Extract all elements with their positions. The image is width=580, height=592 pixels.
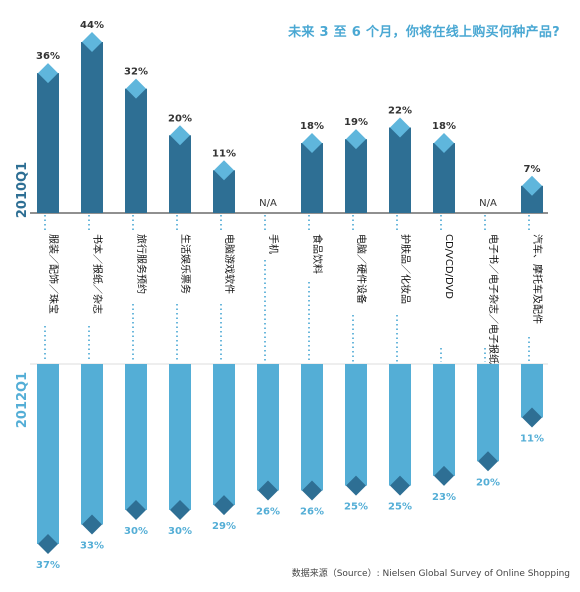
bar-2010q1 — [521, 185, 543, 213]
diamond-marker-2010q1 — [522, 175, 542, 196]
data-label-2010q1: 18% — [432, 121, 456, 132]
diamond-marker-2010q1 — [434, 133, 454, 154]
diamond-marker-2010q1 — [38, 63, 58, 84]
category-label: 电脑／硬件设备 — [355, 234, 368, 304]
data-label-2010q1: 11% — [212, 148, 236, 159]
bar-2012q1 — [477, 364, 499, 462]
series-label-2012q1: 2012Q1 — [15, 372, 30, 428]
bar-2012q1 — [213, 364, 235, 506]
diamond-marker-2012q1 — [390, 475, 410, 496]
source-note: 数据来源（Source）: Nielsen Global Survey of O… — [291, 569, 570, 579]
category-label: 生活娱乐票务 — [179, 234, 192, 294]
bar-2010q1 — [213, 170, 235, 213]
bar-2010q1 — [433, 143, 455, 213]
bar-2012q1 — [345, 364, 367, 486]
data-label-2010q1: 36% — [36, 51, 60, 62]
data-label-2012q1: 33% — [80, 541, 104, 552]
bar-2012q1 — [37, 364, 59, 544]
bar-2010q1 — [125, 88, 147, 213]
bar-2010q1 — [169, 135, 191, 213]
diamond-marker-2010q1 — [170, 125, 190, 146]
bar-2012q1 — [433, 364, 455, 476]
diamond-marker-2010q1 — [82, 32, 102, 52]
diamond-marker-2012q1 — [478, 451, 498, 472]
diamond-marker-2012q1 — [434, 465, 454, 486]
diamond-marker-2012q1 — [302, 480, 322, 501]
category-label: 书本／报纸／杂志 — [91, 234, 104, 314]
bar-2012q1 — [389, 364, 411, 486]
category-label: 旅行服务预约 — [135, 234, 148, 294]
bar-2012q1 — [521, 364, 543, 418]
category-label: 食品饮料 — [311, 234, 324, 274]
category-label: 手机 — [267, 234, 280, 254]
data-label-2010q1: 19% — [344, 117, 368, 128]
category-label: 汽车、摩托车及配件 — [531, 234, 544, 324]
data-label-2012q1: 37% — [36, 560, 60, 571]
bar-2012q1 — [81, 364, 103, 525]
diamond-marker-2012q1 — [170, 499, 190, 520]
bar-2012q1 — [169, 364, 191, 510]
data-label-2012q1: 26% — [300, 506, 324, 517]
data-label-2010q1: 32% — [124, 67, 148, 78]
bar-2010q1 — [345, 139, 367, 213]
data-label-2012q1: 23% — [432, 492, 456, 503]
data-label-2012q1: 29% — [212, 521, 236, 532]
diamond-marker-2010q1 — [214, 160, 234, 181]
data-label-2012q1: 25% — [388, 502, 412, 513]
bar-2010q1 — [301, 143, 323, 213]
data-label-2012q1: 11% — [520, 434, 544, 445]
diamond-marker-2012q1 — [346, 475, 366, 496]
data-label-2010q1: 18% — [300, 121, 324, 132]
diamond-marker-2010q1 — [346, 129, 366, 150]
category-label: 服装／配饰／珠宝 — [47, 234, 60, 314]
data-label-2010q1: 20% — [168, 113, 192, 124]
data-label-2012q1: 25% — [344, 502, 368, 513]
bar-2012q1 — [125, 364, 147, 510]
data-label-2012q1: 26% — [256, 506, 280, 517]
diamond-marker-2012q1 — [82, 514, 102, 535]
bar-2012q1 — [301, 364, 323, 491]
data-label-2012q1: 30% — [168, 526, 192, 537]
data-label-2012q1: 20% — [476, 477, 500, 488]
chart-title: 未来 3 至 6 个月，你将在线上购买何种产品? — [288, 25, 560, 40]
data-label-2010q1: N/A — [479, 198, 497, 209]
diamond-marker-2012q1 — [522, 407, 542, 428]
bar-2012q1 — [257, 364, 279, 491]
data-label-2012q1: 30% — [124, 526, 148, 537]
diamond-marker-2012q1 — [38, 534, 58, 554]
bar-2010q1 — [37, 73, 59, 213]
data-label-2010q1: 44% — [80, 20, 104, 31]
bar-2010q1 — [81, 42, 103, 213]
data-label-2010q1: 7% — [524, 164, 541, 175]
category-label: 电子书／电子杂志／电子报纸 — [487, 234, 500, 364]
bar-2010q1 — [389, 127, 411, 213]
category-label: 电脑游戏软件 — [223, 234, 236, 294]
category-label: CD/VCD/DVD — [443, 234, 454, 299]
diamond-marker-2012q1 — [126, 499, 146, 520]
series-label-2010q1: 2010Q1 — [15, 162, 30, 218]
diamond-marker-2012q1 — [214, 495, 234, 516]
diamond-marker-2012q1 — [258, 480, 278, 501]
diamond-marker-2010q1 — [390, 117, 410, 138]
category-label: 护肤品／化妆品 — [399, 234, 412, 304]
data-label-2010q1: N/A — [259, 198, 277, 209]
diamond-marker-2010q1 — [302, 133, 322, 154]
diamond-marker-2010q1 — [126, 78, 146, 99]
data-label-2010q1: 22% — [388, 106, 412, 117]
